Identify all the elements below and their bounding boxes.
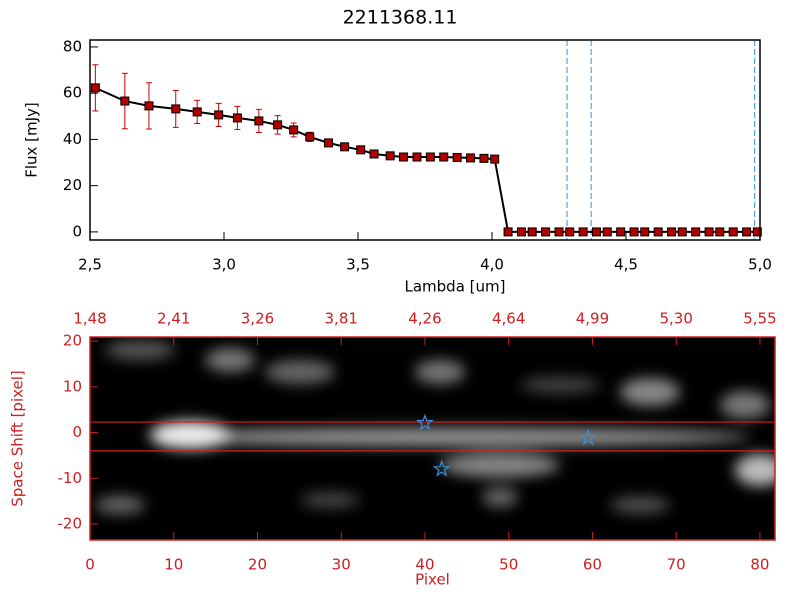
data-point — [192, 107, 202, 117]
data-point — [466, 153, 476, 163]
data-point — [439, 152, 449, 162]
data-point — [232, 113, 242, 123]
data-point — [554, 227, 564, 237]
x-tick-label: 3,5 — [346, 256, 370, 274]
y-tick-label: 0 — [72, 222, 82, 240]
x-tick-label: 5,0 — [748, 256, 772, 274]
data-point — [305, 132, 315, 142]
y-tick-label: 60 — [63, 84, 82, 102]
data-point — [728, 227, 738, 237]
x-tick-label: 60 — [583, 556, 602, 574]
data-point — [452, 152, 462, 162]
x2-tick-label: 3,81 — [325, 310, 358, 328]
data-point — [565, 227, 575, 237]
data-point — [516, 227, 526, 237]
data-point — [653, 227, 663, 237]
data-point — [369, 149, 379, 159]
data-point — [616, 227, 626, 237]
y-tick-label: -20 — [58, 514, 83, 532]
chart-title: 2211368.11 — [343, 7, 458, 29]
data-point — [90, 83, 100, 93]
x2-tick-label: 5,30 — [659, 310, 692, 328]
data-point — [578, 227, 588, 237]
plot-frame — [89, 39, 761, 241]
y-tick-label: 80 — [63, 37, 82, 55]
data-point — [324, 138, 334, 148]
data-point — [629, 227, 639, 237]
x-tick-label: 2,5 — [78, 256, 102, 274]
x-tick-label: 80 — [750, 556, 769, 574]
x-tick-label: 4,5 — [614, 256, 638, 274]
data-point — [171, 104, 181, 114]
data-point — [541, 227, 551, 237]
data-point — [214, 110, 224, 120]
data-point — [704, 227, 714, 237]
x2-tick-label: 3,26 — [241, 310, 274, 328]
star-marker — [432, 459, 451, 477]
y-tick-label: 20 — [63, 332, 82, 350]
y-axis-label: Flux [mJy] — [23, 102, 41, 178]
y-axis-label: Space Shift [pixel] — [9, 370, 27, 507]
data-point — [691, 227, 701, 237]
y-tick-label: 20 — [63, 176, 82, 194]
spectrum-image — [90, 337, 775, 540]
data-point — [602, 227, 612, 237]
x-tick-label: 3,0 — [212, 256, 236, 274]
x-tick-label: 20 — [248, 556, 267, 574]
data-point — [340, 142, 350, 152]
x-tick-label: 50 — [499, 556, 518, 574]
data-point — [120, 96, 130, 106]
data-point — [385, 151, 395, 161]
data-point — [752, 227, 762, 237]
data-point — [490, 154, 500, 164]
image-structure — [95, 340, 775, 514]
x2-tick-label: 2,41 — [157, 310, 190, 328]
data-point — [592, 227, 602, 237]
y-tick-label: 40 — [63, 130, 82, 148]
data-point — [667, 227, 677, 237]
x-tick-label: 40 — [415, 556, 434, 574]
x2-tick-label: 4,99 — [576, 310, 609, 328]
data-point — [273, 120, 283, 130]
y-tick-label: 10 — [63, 377, 82, 395]
data-point — [479, 153, 489, 163]
data-point — [527, 227, 537, 237]
y-tick-label: -10 — [58, 469, 83, 487]
y-tick-label: 0 — [72, 423, 82, 441]
plot-frame — [89, 336, 776, 541]
star-marker — [416, 413, 434, 431]
data-point — [425, 152, 435, 162]
data-point — [677, 227, 687, 237]
data-point — [289, 125, 299, 135]
data-point — [640, 227, 650, 237]
plot-line: 2,5 3,0 3,5 4,0 4,5 5,0 0 20 40 60 80 Lambda [um] Fl… — [23, 37, 772, 295]
data-point — [254, 116, 264, 126]
data-point — [503, 227, 513, 237]
x-tick-label: 30 — [332, 556, 351, 574]
data-point — [144, 101, 154, 111]
data-point — [715, 227, 725, 237]
star-marker — [579, 428, 598, 446]
x-tick-label: 4,0 — [480, 256, 504, 274]
x-tick-label: 70 — [667, 556, 686, 574]
data-point — [356, 145, 366, 155]
x-axis-label: Lambda [um] — [405, 278, 506, 296]
x-tick-label: 10 — [164, 556, 183, 574]
data-point — [742, 227, 752, 237]
data-point — [399, 152, 409, 162]
x-tick-label: 0 — [85, 556, 95, 574]
x2-tick-label: 4,26 — [408, 310, 441, 328]
x2-tick-label: 1,48 — [73, 310, 106, 328]
x-axis-label: Pixel — [415, 571, 450, 589]
plot-image: 1,48 2,41 3,26 3,81 4,26 4,64 4,99 5,30 5,55 0 10 2… — [9, 310, 777, 589]
data-point — [412, 152, 422, 162]
x2-tick-label: 4,64 — [492, 310, 525, 328]
x2-tick-label: 5,55 — [743, 310, 776, 328]
